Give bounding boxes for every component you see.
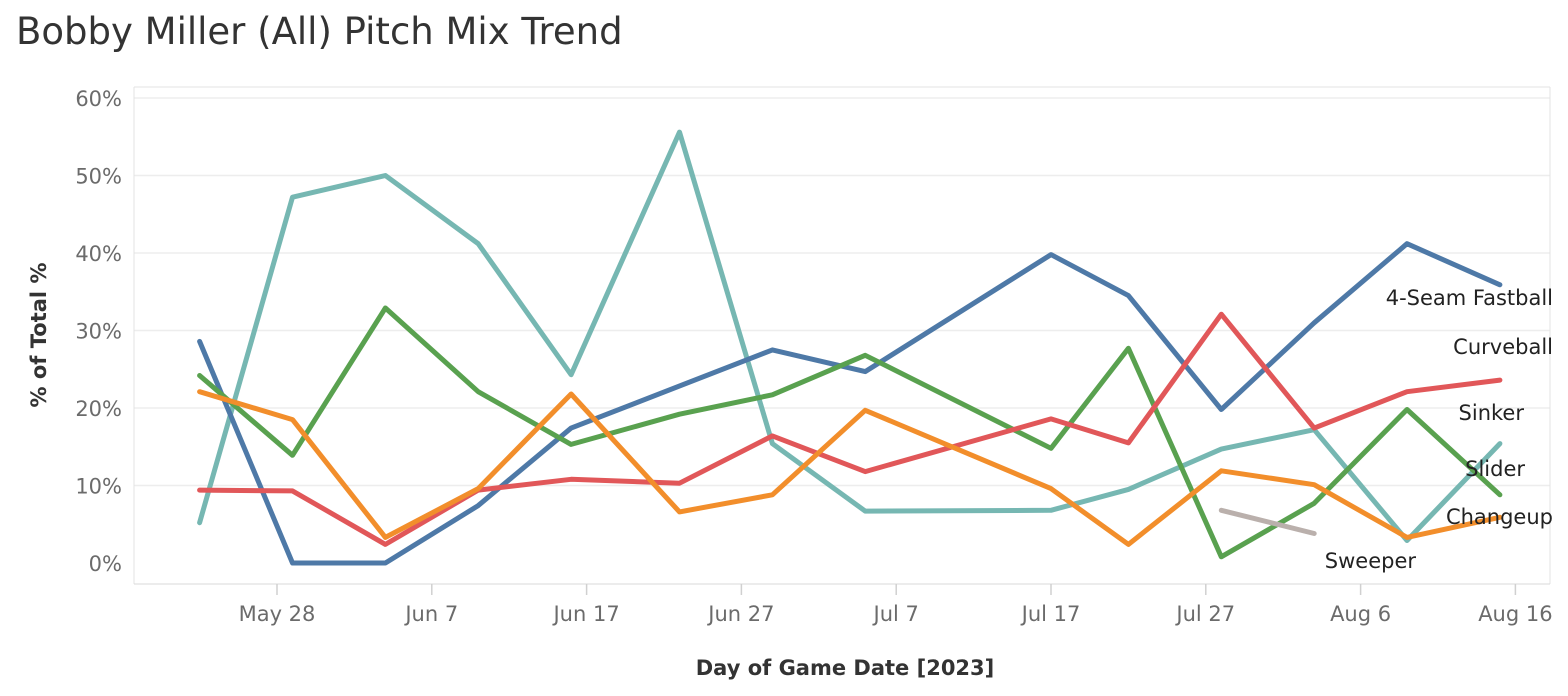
gridlines	[134, 97, 1550, 487]
x-tick-label: Jul 7	[872, 602, 919, 626]
axes	[133, 86, 1551, 585]
series-label-4-seam-fastball: 4-Seam Fastball	[1386, 286, 1553, 310]
x-tick-label: Aug 16	[1478, 602, 1552, 626]
x-tick-label: Jul 27	[1174, 602, 1235, 626]
y-tick-label: 60%	[75, 87, 122, 111]
series-line-4-seam-fastball	[197, 241, 1503, 566]
series-lines	[197, 129, 1503, 566]
y-tick-label: 0%	[89, 552, 122, 576]
y-tick-label: 20%	[75, 397, 122, 421]
series-line-sinker	[197, 129, 1503, 543]
x-tick-label: Jun 17	[551, 602, 619, 626]
x-tick-label: Jun 7	[403, 602, 458, 626]
y-axis-label: % of Total %	[27, 263, 51, 408]
series-label-sinker: Sinker	[1459, 401, 1525, 425]
x-axis-label: Day of Game Date [2023]	[696, 656, 995, 680]
series-label-sweeper: Sweeper	[1325, 549, 1417, 573]
series-label-curveball: Curveball	[1453, 335, 1553, 359]
y-tick-label: 10%	[75, 475, 122, 499]
series-labels: Sinker 4-Seam Fastball Slider Curveball Chan…	[1325, 286, 1553, 573]
series-label-slider: Slider	[1465, 457, 1525, 481]
y-tick-labels: 0% 10% 20% 30% 40% 50% 60%	[75, 87, 122, 576]
series-label-changeup: Changeup	[1446, 505, 1553, 529]
y-tick-label: 30%	[75, 320, 122, 344]
x-tick-label: Aug 6	[1330, 602, 1391, 626]
chart-title: Bobby Miller (All) Pitch Mix Trend	[16, 10, 623, 53]
x-tick-labels: May 28 Jun 7 Jun 17 Jun 27 Jul 7 Jul 17 Jul 27…	[239, 584, 1553, 626]
x-tick-label: May 28	[239, 602, 316, 626]
y-tick-label: 40%	[75, 242, 122, 266]
x-tick-label: Jul 17	[1020, 602, 1081, 626]
series-line-changeup	[197, 389, 1503, 547]
x-tick-label: Jun 27	[706, 602, 774, 626]
y-tick-label: 50%	[75, 165, 122, 189]
series-line-slider	[197, 305, 1503, 560]
series-line-sweeper	[1218, 507, 1317, 536]
